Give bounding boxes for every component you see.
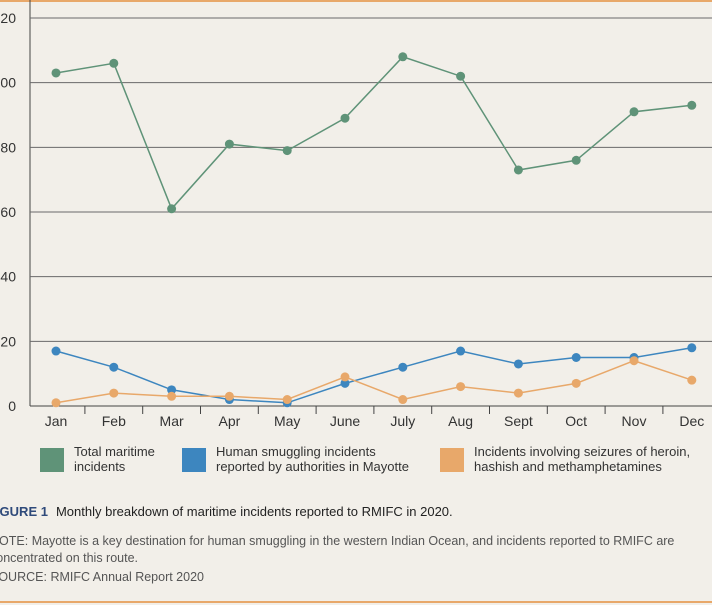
data-point — [398, 362, 408, 372]
figure-source: SOURCE: RMIFC Annual Report 2020 — [0, 570, 204, 584]
note-text: Mayotte is a key destination for human s… — [0, 534, 675, 565]
legend-swatch-human-smuggling — [182, 448, 206, 472]
data-point — [629, 356, 639, 366]
data-point — [513, 165, 523, 175]
series-line — [55, 359, 693, 404]
data-point — [167, 204, 177, 214]
data-point — [571, 378, 581, 388]
x-tick-label: June — [330, 413, 361, 429]
figure-caption-text: Monthly breakdown of maritime incidents … — [55, 504, 453, 519]
data-point — [340, 113, 350, 123]
y-tick-label: 100 — [0, 75, 16, 91]
data-point — [51, 398, 61, 408]
y-tick-label: 40 — [0, 269, 16, 285]
data-point — [167, 391, 177, 401]
y-tick-label: 0 — [8, 398, 16, 414]
data-point — [571, 155, 581, 165]
y-tick-label: 80 — [0, 139, 16, 155]
data-point — [456, 346, 466, 356]
data-point — [687, 375, 697, 385]
figure-label: FIGURE 1 — [0, 504, 48, 519]
legend-label-human-smuggling: Human smuggling incidents reported by au… — [216, 444, 409, 474]
data-point — [456, 382, 466, 392]
legend-item-total: Total maritime incidents — [40, 444, 170, 484]
x-tick-label: Dec — [679, 413, 704, 429]
data-point — [456, 71, 466, 81]
series-line — [55, 347, 692, 404]
series-0 — [51, 52, 697, 214]
x-tick-label: Nov — [622, 413, 647, 429]
data-point — [167, 385, 177, 395]
line-chart: 0 20 40 60 80 100 120 Jan Feb Mar Apr May June July A… — [0, 0, 712, 429]
x-tick-label: July — [390, 413, 415, 429]
figure-note: NOTE: Mayotte is a key destination for h… — [0, 533, 710, 567]
legend-swatch-total — [40, 448, 64, 472]
x-tick-label: Mar — [160, 413, 184, 429]
y-tick-label: 60 — [0, 204, 16, 220]
source-label: SOURCE: — [0, 570, 47, 584]
data-point — [282, 146, 292, 156]
data-point — [340, 378, 350, 388]
data-point — [398, 395, 408, 405]
top-border — [0, 0, 712, 2]
x-tick-label: Jan — [45, 413, 68, 429]
data-point — [51, 68, 61, 78]
legend-item-human-smuggling: Human smuggling incidents reported by au… — [182, 444, 437, 484]
legend-label-drug-seizures: Incidents involving seizures of heroin, … — [474, 444, 691, 474]
data-point — [687, 343, 697, 353]
source-text: RMIFC Annual Report 2020 — [50, 570, 204, 584]
grid-lines — [29, 0, 712, 407]
x-tick-label: Aug — [448, 413, 473, 429]
data-point — [282, 395, 292, 405]
legend-item-drug-seizures: Incidents involving seizures of heroin, … — [440, 444, 712, 484]
x-tick-label: Feb — [102, 413, 126, 429]
y-tick-label: 120 — [0, 10, 16, 26]
data-point — [51, 346, 61, 356]
x-tick-label: May — [274, 413, 300, 429]
data-point — [109, 362, 119, 372]
series-2 — [51, 356, 697, 408]
series-line — [55, 55, 692, 211]
data-point — [513, 388, 523, 398]
data-point — [109, 58, 119, 68]
legend-label-total: Total maritime incidents — [74, 444, 155, 474]
x-tick-label: Sept — [504, 413, 533, 429]
bottom-border — [0, 601, 712, 603]
x-tick-label: Oct — [565, 413, 587, 429]
legend-swatch-drug-seizures — [440, 448, 464, 472]
data-point — [224, 139, 234, 149]
data-point — [109, 388, 119, 398]
series-lines — [51, 52, 697, 408]
data-point — [340, 372, 350, 382]
series-1 — [51, 343, 697, 408]
note-label: NOTE: — [0, 534, 29, 548]
figure-caption: FIGURE 1 Monthly breakdown of maritime in… — [0, 504, 453, 519]
y-tick-label: 20 — [0, 333, 16, 349]
x-tick-label: Apr — [219, 413, 241, 429]
data-point — [224, 391, 234, 401]
data-point — [398, 52, 408, 62]
data-point — [571, 353, 581, 362]
y-axis-tick-labels: 0 20 40 60 80 100 120 — [0, 10, 16, 414]
data-point — [687, 100, 697, 110]
data-point — [513, 359, 523, 369]
data-point — [629, 107, 639, 117]
x-axis: Jan Feb Mar Apr May June July Aug Sept Oct Nov Dec — [45, 406, 704, 429]
